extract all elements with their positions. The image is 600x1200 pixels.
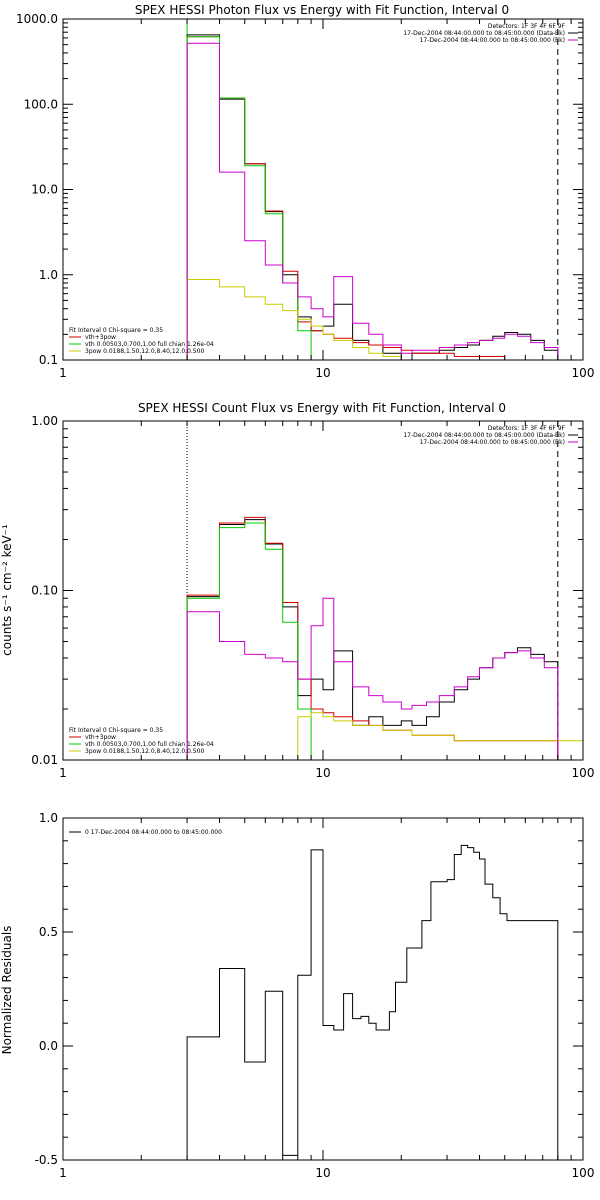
y-tick-label: -0.5 <box>35 1153 58 1167</box>
y-tick-label: 10.0 <box>31 183 58 197</box>
x-tick-label: 100 <box>572 1166 595 1180</box>
series-line-3pow <box>282 712 583 760</box>
count-flux-ylabel: counts s⁻¹ cm⁻² keV⁻¹ <box>0 524 14 656</box>
series-line-data-bk <box>186 519 559 760</box>
x-tick-label: 100 <box>572 366 595 380</box>
legend-line-1: vth+3pow <box>85 334 116 341</box>
info-line-1: 17-Dec-2004 08:44:00.000 to 08:45:00.000… <box>403 432 565 439</box>
y-tick-label: 0.5 <box>39 925 58 939</box>
legend-line-1: vth+3pow <box>85 734 116 741</box>
y-tick-label: 1.0 <box>39 268 58 282</box>
series-line-0-17-dec-2004-08-44-00-000-to-08-45-00-000 <box>186 844 559 1160</box>
info-line-0: Detectors: 1F 3F 4F 6F 9F <box>488 23 566 30</box>
series-line-vth-3pow <box>186 516 559 760</box>
series-line-vth <box>186 522 312 760</box>
x-tick-label: 1 <box>59 766 67 780</box>
x-tick-label: 10 <box>315 1166 330 1180</box>
series-line-3pow <box>186 279 559 360</box>
y-tick-label: 0.1 <box>39 353 58 367</box>
series-line-vth <box>186 36 324 360</box>
y-tick-label: 1.00 <box>31 414 58 428</box>
legend-line-2: vth 0.00503,0.700,1.00 full chian 1.26e-… <box>85 341 214 348</box>
legend-line-0: Fit Interval 0 Chi-square = 0.35 <box>69 327 163 334</box>
count-flux-panel: SPEX HESSI Count Flux vs Energy with Fit… <box>0 401 594 780</box>
y-tick-label: 1000.0 <box>16 12 58 26</box>
x-tick-label: 10 <box>315 766 330 780</box>
photon-flux-panel: SPEX HESSI Photon Flux vs Energy with Fi… <box>16 3 595 380</box>
series-line-vth-3pow <box>186 36 558 360</box>
legend-line-3: 3pow 0.0188,1.50,12.0,8.40,12.0,0.500 <box>85 348 204 355</box>
y-tick-label: 1.0 <box>39 811 58 825</box>
x-tick-label: 1 <box>59 366 67 380</box>
x-tick-label: 1 <box>59 1166 67 1180</box>
y-tick-label: 100.0 <box>24 97 58 111</box>
legend-line-0: 0 17-Dec-2004 08:44:00.000 to 08:45:00.0… <box>85 829 222 836</box>
info-line-2: 17-Dec-2004 08:44:00.000 to 08:45:00.000… <box>420 439 565 446</box>
info-line-2: 17-Dec-2004 08:44:00.000 to 08:45:00.000… <box>420 37 565 44</box>
residuals-panel: Normalized Residuals 1 10 100 -0.5 0.0 0.5 1.0… <box>0 811 594 1180</box>
photon-flux-title: SPEX HESSI Photon Flux vs Energy with Fi… <box>135 3 509 17</box>
count-flux-title: SPEX HESSI Count Flux vs Energy with Fit… <box>138 401 506 415</box>
series-line-data-bk <box>186 34 559 360</box>
y-tick-label: 0.01 <box>31 753 58 767</box>
residuals-ylabel: Normalized Residuals <box>0 926 14 1055</box>
series-line-bk <box>186 42 559 360</box>
legend-line-3: 3pow 0.0188,1.50,12.0,8.40,12.0,0.500 <box>85 748 204 755</box>
x-tick-label: 100 <box>572 766 595 780</box>
y-tick-label: 0.10 <box>31 584 58 598</box>
legend-line-0: Fit Interval 0 Chi-square = 0.35 <box>69 727 163 734</box>
series-line-bk <box>186 597 559 760</box>
info-line-0: Detectors: 1F 3F 4F 6F 9F <box>488 425 566 432</box>
info-line-1: 17-Dec-2004 08:44:00.000 to 08:45:00.000… <box>403 30 565 37</box>
x-tick-label: 10 <box>315 366 330 380</box>
y-tick-label: 0.0 <box>39 1039 58 1053</box>
legend-line-2: vth 0.00503,0.700,1.00 full chian 1.26e-… <box>85 741 214 748</box>
